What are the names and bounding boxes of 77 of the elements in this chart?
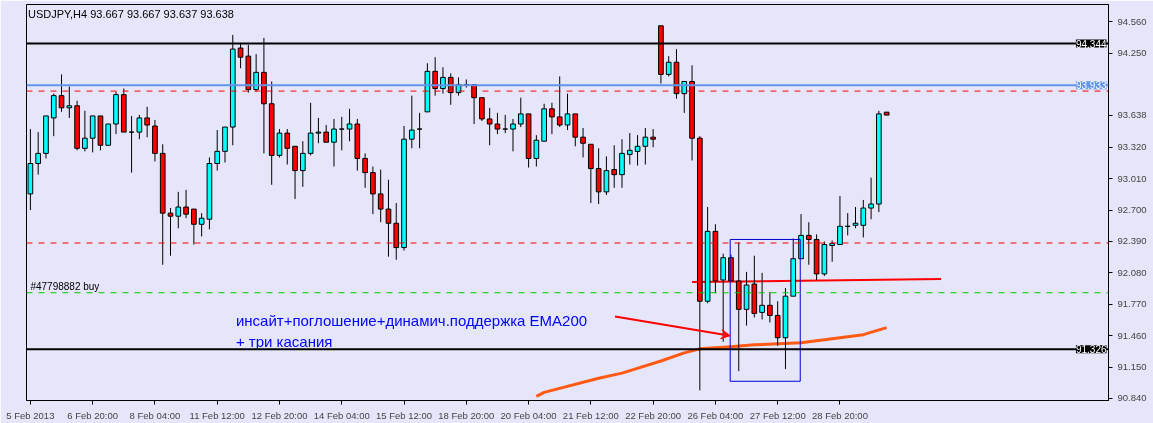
ref-line-label: 94.344 xyxy=(1075,38,1107,50)
y-tick-label: 94.560 xyxy=(1117,15,1147,27)
candlestick xyxy=(315,117,322,144)
candlestick xyxy=(35,131,42,176)
candlestick xyxy=(338,116,345,151)
candlestick xyxy=(759,272,765,320)
x-tick-label: 22 Feb 20:00 xyxy=(625,409,682,421)
candlestick xyxy=(619,138,625,189)
candlestick xyxy=(611,144,618,189)
x-tick-label: 26 Feb 04:00 xyxy=(687,409,744,421)
candlestick xyxy=(541,103,547,142)
candlestick xyxy=(377,169,384,223)
y-tick-label: 93.010 xyxy=(1117,172,1147,184)
candlestick xyxy=(626,132,633,166)
candlestick xyxy=(549,102,555,135)
y-tick-label: 92.390 xyxy=(1117,235,1147,247)
annotation: инсайт+поглошение+динамич.поддержка EMA200 + три касания xyxy=(235,312,588,350)
x-tick-label: 5 Feb 2013 xyxy=(6,409,55,421)
candlestick xyxy=(868,177,874,220)
line-series xyxy=(534,326,889,398)
candlestick xyxy=(767,291,773,324)
y-tick-label: 92.700 xyxy=(1117,204,1147,216)
candlestick xyxy=(82,110,88,152)
y-tick-label: 92.080 xyxy=(1117,266,1147,278)
candlestick xyxy=(876,110,882,213)
x-tick-label: 28 Feb 20:00 xyxy=(811,409,868,421)
y-tick-label: 93.320 xyxy=(1117,141,1147,153)
candlestick xyxy=(300,140,306,188)
x-tick-label: 6 Feb 20:00 xyxy=(67,409,119,421)
y-tick-label: 90.840 xyxy=(1117,392,1147,404)
x-tick-label: 21 Feb 12:00 xyxy=(562,409,619,421)
y-tick-label: 91.150 xyxy=(1117,361,1147,373)
candlestick xyxy=(175,191,182,229)
candlestick xyxy=(642,127,649,166)
x-tick-label: 12 Feb 20:00 xyxy=(251,409,308,421)
candlestick xyxy=(152,119,158,162)
candlestick xyxy=(292,145,298,200)
candlestick xyxy=(416,112,423,149)
ref-line-label: 91.326 xyxy=(1075,344,1107,356)
y-tick-label: 91.770 xyxy=(1117,298,1147,310)
ref-line-label: #47798882 buy xyxy=(30,280,100,292)
candlestick xyxy=(424,62,431,113)
chart-title: USDJPY,H4 93.667 93.667 93.637 93.638 xyxy=(28,7,234,20)
candlestick xyxy=(113,91,119,135)
x-tick-label: 8 Feb 04:00 xyxy=(129,409,181,421)
x-tick-label: 14 Feb 04:00 xyxy=(313,409,370,421)
x-tick-label: 11 Feb 12:00 xyxy=(189,409,245,421)
y-tick-label: 91.460 xyxy=(1117,329,1147,341)
x-tick-label: 27 Feb 12:00 xyxy=(749,409,806,421)
candlestick xyxy=(634,134,641,167)
candlestick xyxy=(479,97,485,122)
candlestick xyxy=(105,123,112,146)
candlestick xyxy=(43,115,49,159)
candlestick xyxy=(362,152,368,189)
ref-line-label: 93.933 xyxy=(1075,80,1107,92)
candlestick xyxy=(486,107,493,146)
candlestick xyxy=(331,118,337,168)
y-tick-label: 94.250 xyxy=(1117,47,1147,59)
candlestick xyxy=(183,189,189,219)
candlestick xyxy=(214,129,221,172)
candlestick xyxy=(370,166,376,215)
x-tick-label: 18 Feb 20:00 xyxy=(438,409,495,421)
candlestick xyxy=(144,106,150,138)
candlestick xyxy=(128,115,135,174)
y-tick-label: 93.638 xyxy=(1117,109,1147,121)
candlestick xyxy=(650,128,656,148)
candlestick xyxy=(222,126,228,163)
candlestick xyxy=(790,237,797,297)
x-tick-label: 15 Feb 12:00 xyxy=(376,409,433,421)
candlestick xyxy=(510,118,516,152)
x-tick-label: 20 Feb 04:00 xyxy=(500,409,557,421)
candlestick xyxy=(883,111,890,116)
candlestick xyxy=(580,127,586,158)
candlestick xyxy=(401,125,407,252)
candlestick xyxy=(74,100,80,151)
candlestick xyxy=(588,143,594,204)
candlestick xyxy=(837,195,843,246)
